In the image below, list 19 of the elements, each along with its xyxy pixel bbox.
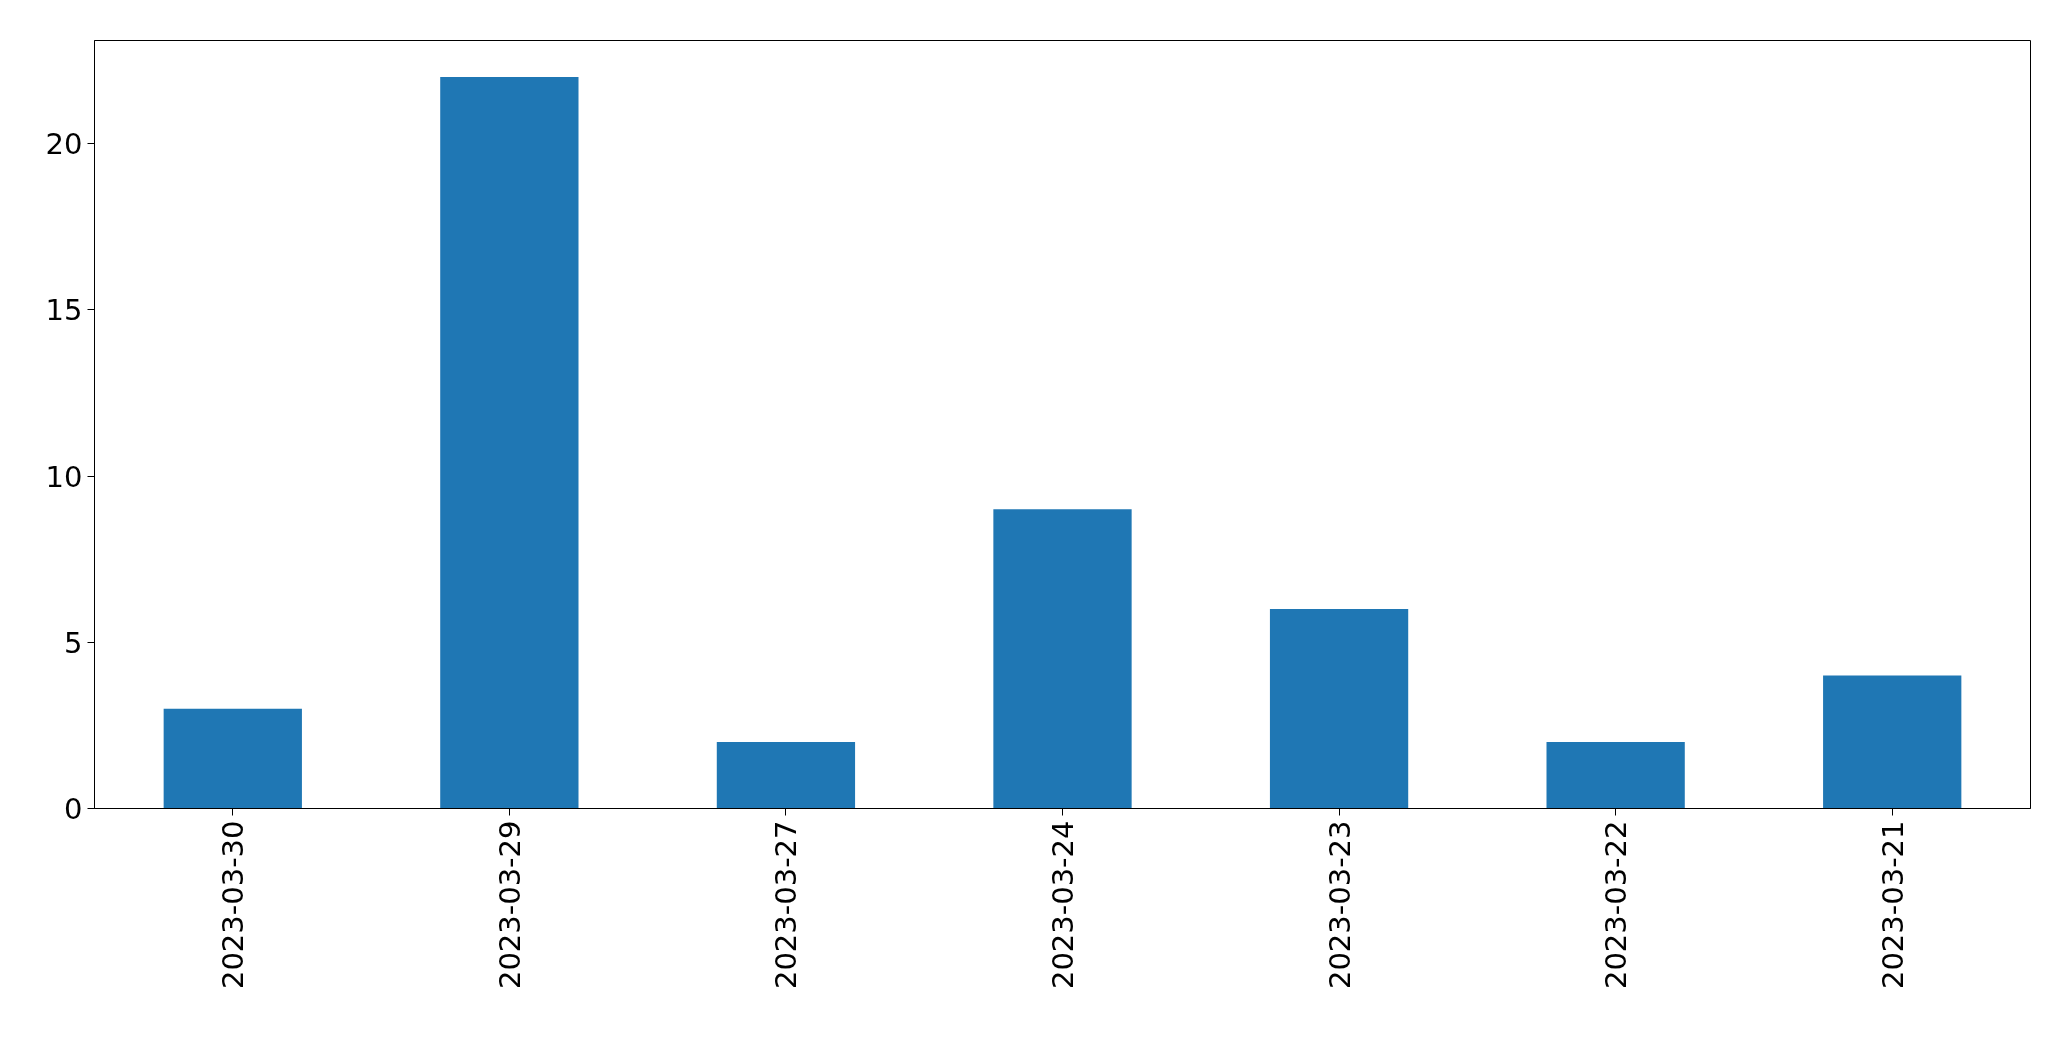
x-tick-label: 2023-03-21: [1875, 820, 1910, 990]
y-tick-label: 5: [64, 625, 83, 660]
x-tick-label: 2023-03-23: [1322, 820, 1357, 990]
x-tick-label: 2023-03-30: [216, 820, 251, 990]
y-tick-label: 10: [45, 459, 83, 494]
x-tick-label: 2023-03-22: [1599, 820, 1634, 990]
x-tick-label: 2023-03-27: [769, 820, 804, 990]
bar: [993, 509, 1132, 809]
bar: [163, 708, 302, 809]
x-tick-label: 2023-03-29: [492, 820, 527, 990]
y-tick-label: 0: [64, 792, 83, 826]
bar: [716, 742, 856, 809]
y-tick-label: 15: [45, 293, 83, 328]
y-tick-label: 20: [45, 127, 83, 162]
bar: [1546, 742, 1685, 809]
bar: [1823, 675, 1962, 809]
bar: [1269, 609, 1409, 809]
x-tick-label: 2023-03-24: [1046, 820, 1080, 990]
bar: [440, 77, 579, 809]
